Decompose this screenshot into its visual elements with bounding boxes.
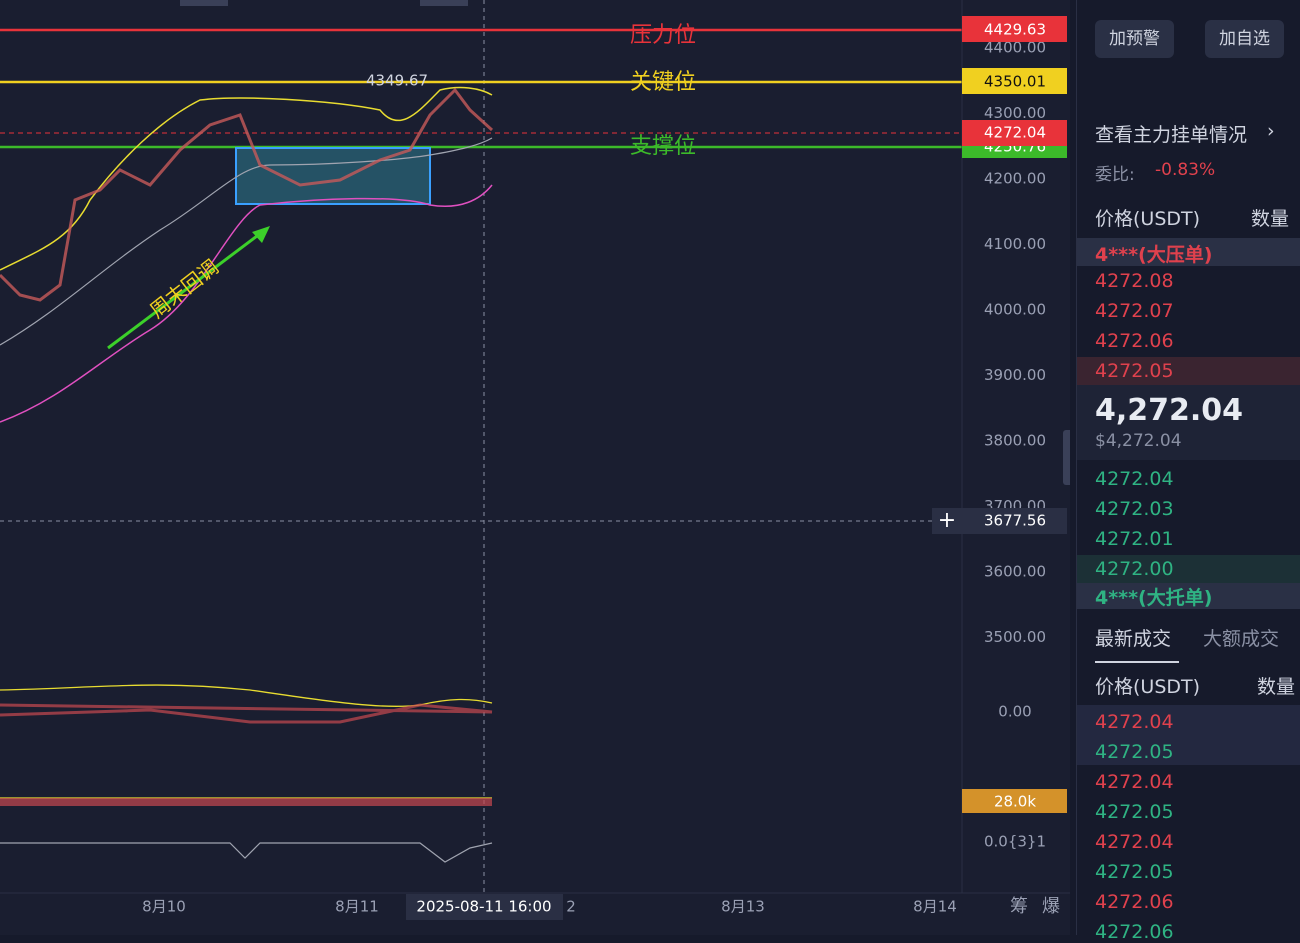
last-bg bbox=[1077, 384, 1300, 460]
tab bbox=[420, 0, 468, 6]
price-row: 4272.05 bbox=[1095, 861, 1174, 883]
big-bid: 4***(大托单) bbox=[1095, 587, 1213, 609]
row-bg bbox=[1077, 581, 1300, 609]
ratio-value: -0.83% bbox=[1155, 160, 1216, 180]
ratio-label: 委比: bbox=[1095, 165, 1135, 185]
price-row: 4272.05 bbox=[1095, 801, 1174, 823]
time-label: 8月10 bbox=[142, 898, 186, 916]
row-bg bbox=[1077, 705, 1300, 765]
tab bbox=[180, 0, 228, 6]
price-row: 4272.06 bbox=[1095, 330, 1174, 352]
price-axis-label: 3900.00 bbox=[984, 366, 1046, 384]
macd-line bbox=[0, 684, 493, 707]
price-axis-label: 4100.00 bbox=[984, 235, 1046, 253]
crosshair-price: 3677.56 bbox=[984, 512, 1046, 530]
time-label: 8月13 bbox=[721, 898, 765, 916]
upper-band bbox=[0, 86, 493, 271]
price-tag-text: 4350.01 bbox=[984, 73, 1046, 91]
range-box bbox=[235, 147, 431, 205]
chevron[interactable]: › bbox=[1267, 120, 1275, 142]
macd-axis: 0.00 bbox=[998, 703, 1031, 721]
price-row: 4272.00 bbox=[1095, 558, 1174, 580]
candles bbox=[0, 87, 494, 302]
last-price-usd: $4,272.04 bbox=[1095, 431, 1182, 451]
price-row: 4272.01 bbox=[1095, 528, 1174, 550]
volume-tag bbox=[962, 789, 1067, 813]
price-row: 4272.05 bbox=[1095, 360, 1174, 382]
tab[interactable]: 最新成交 bbox=[1095, 628, 1172, 650]
level-label: 支撑位 bbox=[630, 134, 696, 159]
high-marker: 4349.67 bbox=[366, 72, 428, 90]
macd-hist bbox=[0, 703, 493, 724]
price-row: 4272.04 bbox=[1095, 771, 1174, 793]
row-bg bbox=[1077, 357, 1300, 385]
price-row: 4272.08 bbox=[1095, 270, 1174, 292]
price-axis-label: 3800.00 bbox=[984, 432, 1046, 450]
time-label: 8月14 bbox=[913, 898, 957, 916]
price-tag bbox=[962, 68, 1067, 94]
button[interactable]: 加预警 bbox=[1095, 20, 1174, 58]
price-axis-label: 4000.00 bbox=[984, 301, 1046, 319]
tool[interactable]: 爆 bbox=[1042, 896, 1060, 917]
price-row: 4272.05 bbox=[1095, 741, 1174, 763]
price-tag-text: 4272.04 bbox=[984, 124, 1046, 142]
tool[interactable]: 筹 bbox=[1010, 896, 1028, 917]
price-axis-label: 3500.00 bbox=[984, 628, 1046, 646]
header: 价格(USDT) bbox=[1095, 208, 1201, 230]
chart-bg bbox=[0, 0, 1070, 935]
level-label: 关键位 bbox=[630, 70, 696, 95]
last-price: 4,272.04 bbox=[1095, 393, 1244, 428]
price-axis-label: 4200.00 bbox=[984, 170, 1046, 188]
price-row: 4272.04 bbox=[1095, 831, 1174, 853]
button[interactable]: 加自选 bbox=[1205, 20, 1284, 58]
price-row: 4272.03 bbox=[1095, 498, 1174, 520]
price-row: 4272.07 bbox=[1095, 300, 1174, 322]
arrow-head bbox=[252, 226, 270, 243]
header: 数量 bbox=[1257, 676, 1296, 698]
collapse-handle[interactable] bbox=[1063, 430, 1070, 485]
crosshair-tag bbox=[932, 508, 1067, 534]
price-row: 4272.06 bbox=[1095, 891, 1174, 913]
crosshair-plus: + bbox=[938, 508, 956, 533]
price-tag bbox=[962, 16, 1067, 42]
price-tag bbox=[962, 120, 1067, 146]
price-row: 4272.06 bbox=[1095, 921, 1174, 943]
header: 价格(USDT) bbox=[1095, 676, 1201, 698]
price-tag-text: 4429.63 bbox=[984, 21, 1046, 39]
side-panel: 加预警 加自选 查看主力挂单情况 › 委比: -0.83% 价格(USDT) 数… bbox=[1076, 0, 1300, 943]
header: 数量 bbox=[1251, 208, 1290, 230]
price-row: 4272.04 bbox=[1095, 711, 1174, 733]
indicator-axis: 0.0{3}1 bbox=[984, 833, 1046, 851]
crosshair-time-tag bbox=[406, 894, 563, 920]
arrow bbox=[107, 228, 266, 350]
tab[interactable]: 大额成交 bbox=[1203, 628, 1280, 650]
chart: 压力位 关键位 支撑位 4349.67 周末回调 4400.004300.004… bbox=[0, 0, 1070, 935]
row-bg bbox=[1077, 238, 1300, 266]
middle-band bbox=[0, 137, 493, 346]
crosshair-time: 2025-08-11 16:00 bbox=[416, 898, 551, 916]
time-label: 2 bbox=[566, 898, 576, 916]
price-axis-label: 4400.00 bbox=[984, 39, 1046, 57]
price-row: 4272.04 bbox=[1095, 468, 1174, 490]
big-ask: 4***(大压单) bbox=[1095, 244, 1213, 266]
price-axis-label: 4300.00 bbox=[984, 104, 1046, 122]
lower-band bbox=[0, 184, 493, 423]
volume-tag-text: 28.0k bbox=[994, 793, 1036, 811]
time-label: 8月11 bbox=[335, 898, 379, 916]
price-axis-label: 3600.00 bbox=[984, 563, 1046, 581]
tab-underline bbox=[1095, 661, 1179, 663]
depth-link[interactable]: 查看主力挂单情况 bbox=[1095, 124, 1248, 146]
level-label: 压力位 bbox=[630, 23, 696, 48]
indicator-line bbox=[0, 842, 493, 863]
row-bg bbox=[1077, 555, 1300, 583]
